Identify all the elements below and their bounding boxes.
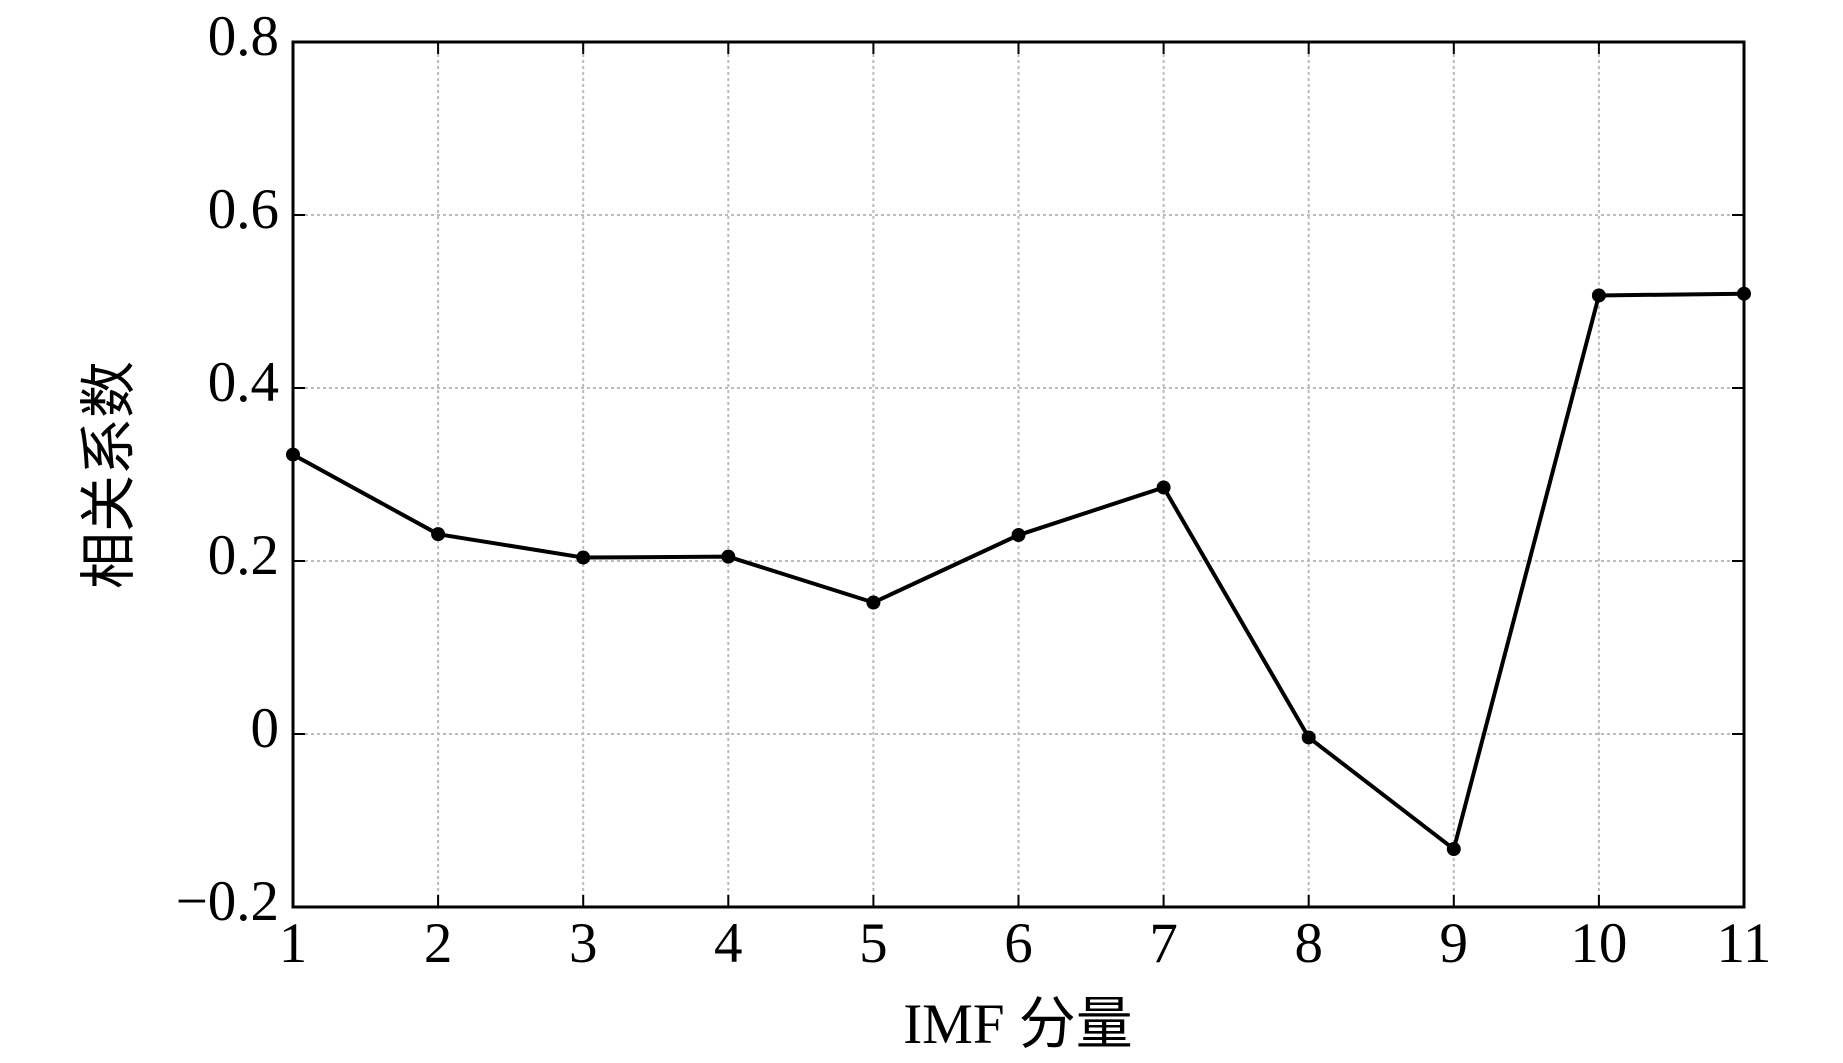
data-point	[1301, 730, 1316, 745]
data-point	[721, 549, 736, 564]
y-tick-label: −0.2	[176, 870, 279, 933]
x-tick-label: 8	[1294, 912, 1323, 975]
y-tick-label: 0.6	[208, 178, 279, 241]
y-tick-label: 0.8	[208, 5, 279, 68]
x-axis-label: IMF 分量	[903, 993, 1133, 1056]
data-point	[286, 447, 300, 462]
x-tick-label: 9	[1440, 912, 1469, 975]
x-tick-label: 11	[1717, 912, 1772, 975]
plot-frame	[291, 40, 1746, 909]
x-tick-label: 6	[1004, 912, 1033, 975]
x-tick-label: 4	[714, 912, 743, 975]
x-tick-label: 3	[569, 912, 598, 975]
y-tick-label: 0.4	[208, 351, 279, 414]
x-tick-label: 7	[1149, 912, 1178, 975]
data-point	[1737, 286, 1751, 301]
y-axis-label: 相关系数	[78, 361, 141, 589]
x-tick-label: 5	[859, 912, 888, 975]
y-tick-label: 0.2	[208, 524, 279, 587]
data-point	[1156, 480, 1171, 495]
y-tick-label: 0	[251, 697, 280, 760]
x-tick-label: 1	[279, 912, 308, 975]
data-point	[576, 550, 591, 565]
data-point	[866, 595, 881, 610]
x-tick-label: 10	[1570, 912, 1627, 975]
data-point	[1591, 288, 1606, 303]
data-point	[431, 527, 446, 542]
x-tick-label: 2	[424, 912, 453, 975]
data-point	[1011, 528, 1026, 543]
data-point	[1446, 842, 1461, 857]
